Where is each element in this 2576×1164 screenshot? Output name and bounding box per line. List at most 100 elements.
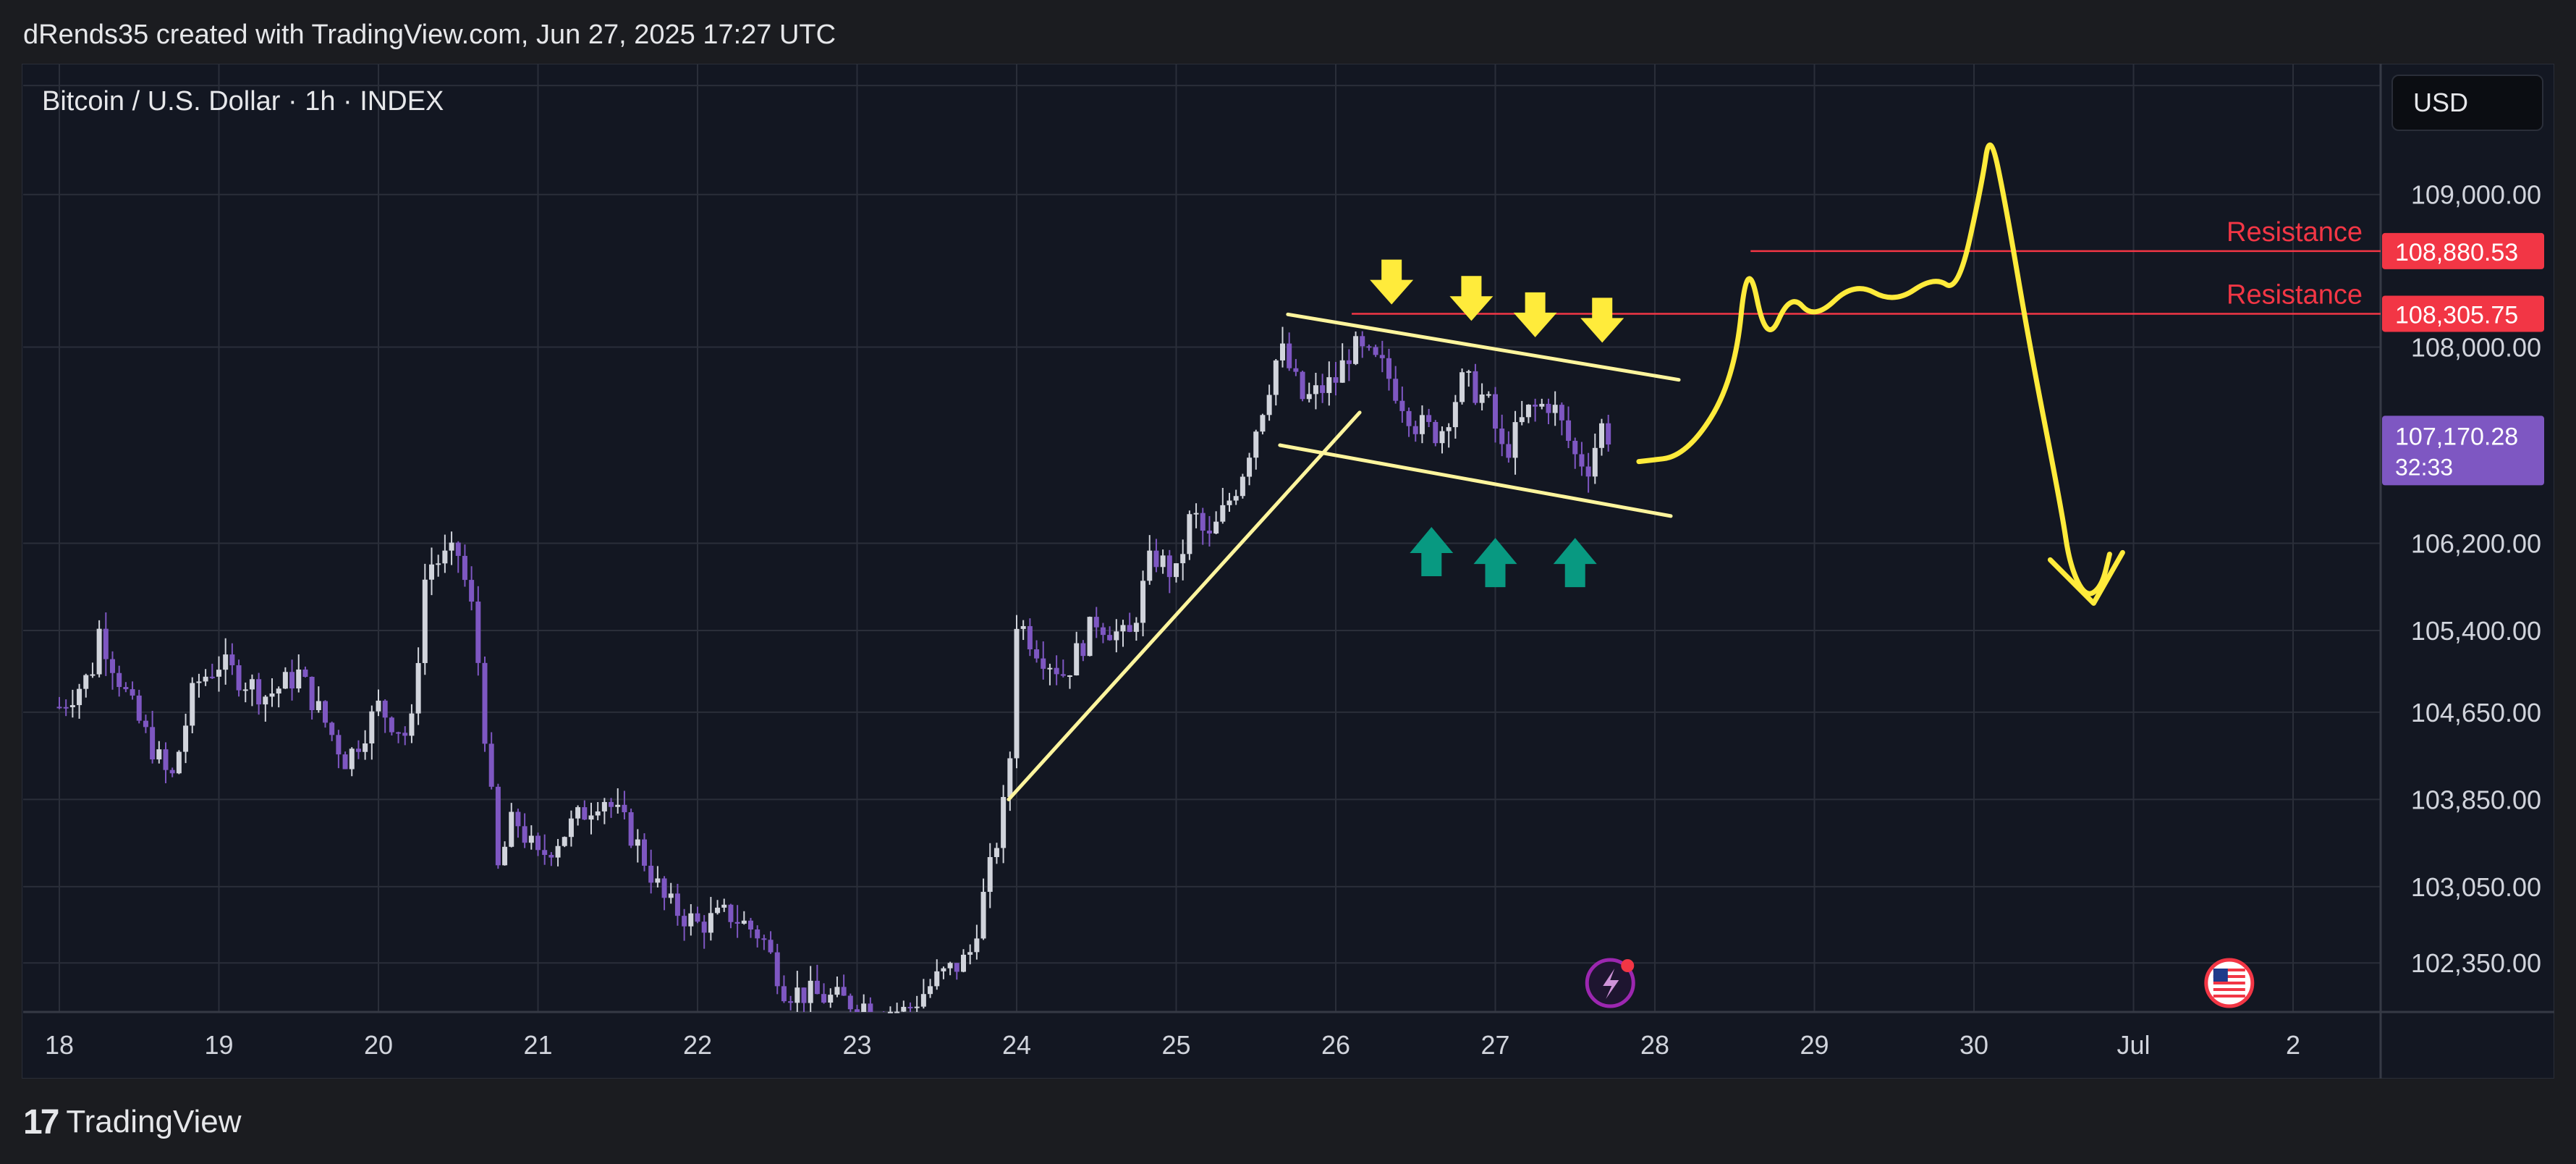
time-tick-label: 22 bbox=[683, 1030, 712, 1060]
candle-up bbox=[615, 804, 621, 807]
resistance-price-badge bbox=[2382, 232, 2544, 269]
price-tick-label: 105,400.00 bbox=[2411, 616, 2541, 646]
candle-up bbox=[528, 835, 534, 843]
candle-up bbox=[429, 564, 434, 580]
candle-down bbox=[1506, 444, 1512, 458]
down-arrow-icon bbox=[1580, 298, 1624, 343]
candle-down bbox=[1412, 426, 1418, 434]
candle-up bbox=[655, 878, 661, 883]
candle-down bbox=[1300, 371, 1305, 400]
price-tick-label: 104,650.00 bbox=[2411, 698, 2541, 728]
drawings: Resistance Resistance bbox=[1007, 142, 2381, 1008]
candle-up bbox=[947, 963, 953, 969]
flag-stripe bbox=[2213, 975, 2245, 978]
time-tick-label: 24 bbox=[1002, 1030, 1031, 1060]
candle-down bbox=[355, 748, 361, 752]
candle-down bbox=[342, 754, 348, 769]
candle-down bbox=[462, 555, 467, 581]
candle-down bbox=[1206, 531, 1212, 534]
candle-down bbox=[1153, 550, 1159, 568]
candle-up bbox=[1047, 667, 1053, 670]
currency-button[interactable]: USD bbox=[2391, 75, 2543, 131]
candle-up bbox=[1213, 521, 1219, 534]
candle-down bbox=[734, 922, 740, 924]
candle-up bbox=[721, 904, 727, 908]
candle-up bbox=[980, 892, 986, 939]
candle-down bbox=[695, 913, 700, 922]
candle-up bbox=[1306, 394, 1312, 400]
candle-down bbox=[1041, 658, 1046, 669]
candle-up bbox=[1459, 372, 1465, 402]
candle-up bbox=[987, 857, 993, 893]
price-tick-label: 103,050.00 bbox=[2411, 872, 2541, 902]
candle-up bbox=[369, 711, 375, 744]
candle-down bbox=[302, 669, 308, 678]
time-tick-label: 30 bbox=[1959, 1030, 1988, 1060]
candle-down bbox=[1060, 674, 1066, 676]
candle-down bbox=[150, 727, 156, 760]
candle-down bbox=[788, 1001, 794, 1003]
candle-down bbox=[1333, 377, 1339, 383]
brand-label: TradingView bbox=[66, 1104, 242, 1139]
candle-down bbox=[63, 707, 69, 709]
candle-up bbox=[1120, 625, 1126, 632]
candle-up bbox=[1353, 336, 1359, 364]
candle-down bbox=[814, 980, 820, 995]
candle-up bbox=[1419, 415, 1425, 434]
symbol-title[interactable]: Bitcoin / U.S. Dollar · 1h · INDEX bbox=[42, 86, 444, 117]
time-tick-label: Jul bbox=[2117, 1030, 2150, 1060]
candle-down bbox=[229, 654, 235, 666]
candle-up bbox=[1253, 431, 1259, 458]
chart-frame[interactable] bbox=[22, 64, 2554, 1079]
candle-down bbox=[495, 786, 501, 866]
candle-up bbox=[223, 654, 229, 670]
footer-brand[interactable]: 17 TradingView bbox=[23, 1100, 242, 1144]
candle-down bbox=[761, 938, 767, 940]
candle-down bbox=[1572, 440, 1578, 455]
price-axis: 108,880.53108,305.75110,000.00109,000.00… bbox=[2382, 71, 2544, 978]
candle-down bbox=[1287, 343, 1292, 368]
candle-down bbox=[801, 987, 807, 1003]
resistance-label: Resistance bbox=[2227, 217, 2363, 248]
candle-up bbox=[562, 837, 567, 846]
last-price-label: 107,170.28 bbox=[2395, 423, 2518, 450]
time-tick-label: 23 bbox=[842, 1030, 871, 1060]
candle-down bbox=[1100, 627, 1106, 636]
candle-down bbox=[1320, 385, 1326, 393]
candle-up bbox=[1539, 403, 1545, 407]
candle-up bbox=[934, 971, 940, 987]
candle-up bbox=[688, 913, 694, 927]
candle-down bbox=[116, 672, 122, 688]
candle-up bbox=[83, 675, 89, 689]
up-arrow-icon bbox=[1553, 538, 1597, 588]
candle-down bbox=[841, 987, 847, 996]
candle-up bbox=[1313, 385, 1318, 395]
candle-down bbox=[329, 722, 335, 735]
candle-down bbox=[1373, 347, 1378, 355]
candle-down bbox=[548, 855, 554, 858]
candle-down bbox=[628, 812, 634, 846]
flag-stripe bbox=[2213, 969, 2245, 971]
candle-down bbox=[136, 695, 142, 721]
candle-up bbox=[1014, 628, 1020, 759]
candle-up bbox=[668, 893, 674, 898]
candle-down bbox=[642, 839, 647, 866]
candle-down bbox=[130, 689, 135, 696]
candle-down bbox=[954, 963, 959, 972]
candle-down bbox=[1399, 400, 1405, 411]
candle-up bbox=[941, 968, 946, 971]
candle-up bbox=[190, 683, 195, 726]
price-tick-label: 102,350.00 bbox=[2411, 948, 2541, 978]
candle-up bbox=[1339, 360, 1345, 383]
candle-up bbox=[741, 920, 747, 924]
candle-up bbox=[1074, 643, 1080, 676]
candle-up bbox=[282, 672, 288, 689]
candle-up bbox=[1226, 500, 1232, 505]
channel-lower-line bbox=[1278, 443, 1673, 518]
candle-up bbox=[920, 994, 926, 1007]
candle-up bbox=[1552, 405, 1558, 413]
candle-down bbox=[169, 769, 175, 774]
channel-upper-line bbox=[1286, 312, 1681, 382]
candle-up bbox=[993, 848, 999, 858]
